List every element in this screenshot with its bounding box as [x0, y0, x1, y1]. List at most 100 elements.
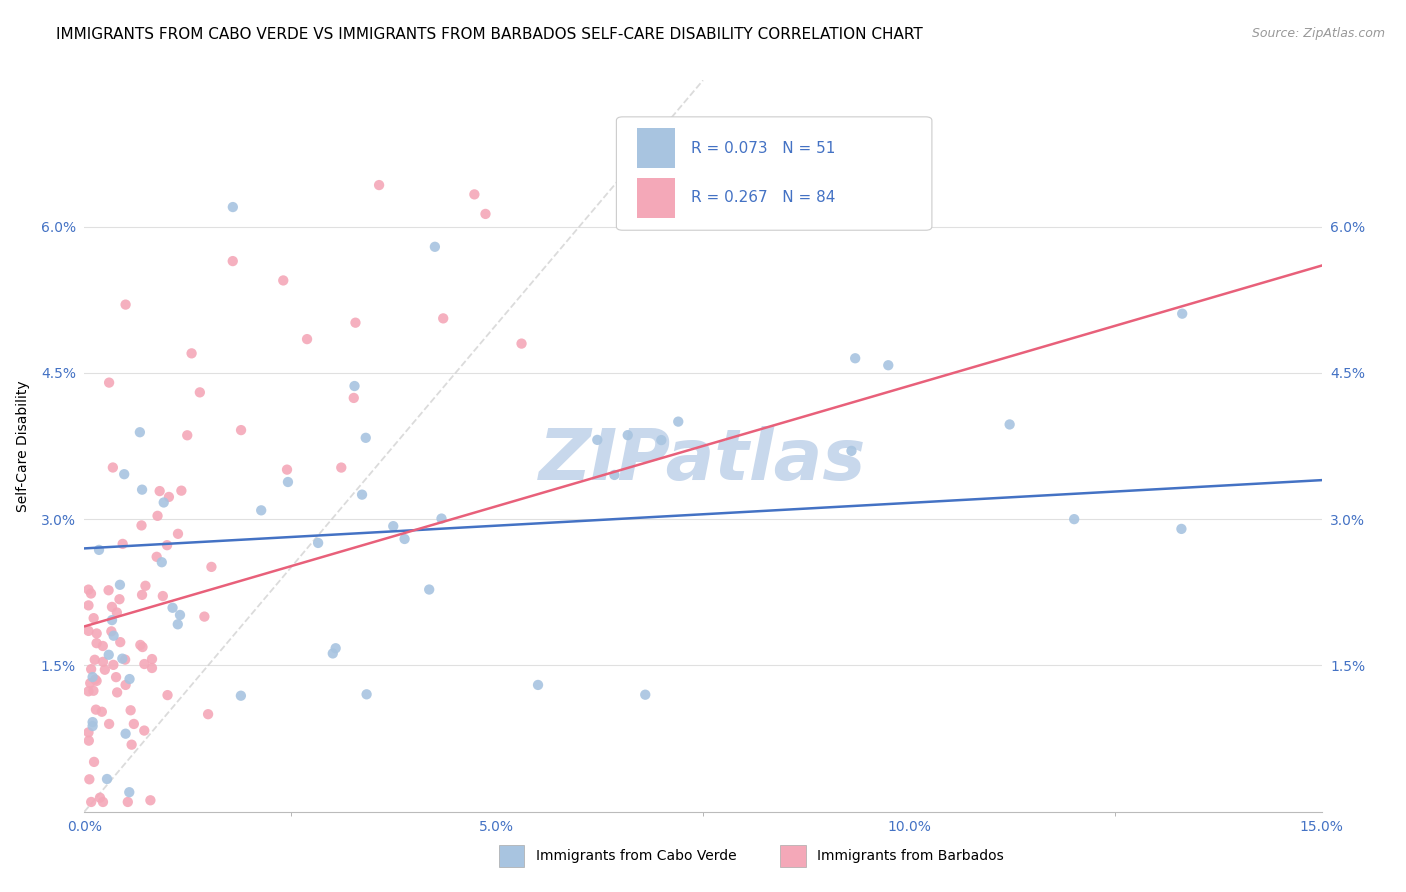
Point — [276, 462, 298, 476]
Point — [129, 638, 152, 652]
Point — [105, 685, 128, 699]
Point — [101, 460, 124, 475]
Point — [105, 670, 128, 684]
Point — [146, 508, 169, 523]
Point — [112, 467, 135, 482]
Point — [176, 428, 198, 442]
Point — [114, 678, 136, 692]
Point — [97, 583, 120, 598]
Point — [162, 600, 184, 615]
Point — [118, 785, 141, 799]
Point — [90, 705, 112, 719]
Point — [134, 657, 156, 671]
Point — [1170, 522, 1192, 536]
Bar — [637, 178, 675, 218]
Point — [666, 415, 689, 429]
Point — [193, 609, 215, 624]
Point — [128, 425, 150, 440]
Point — [134, 579, 156, 593]
Point — [77, 684, 100, 698]
Point — [98, 717, 121, 731]
Point — [150, 555, 173, 569]
Point — [101, 599, 124, 614]
Point — [139, 793, 162, 807]
Point — [603, 467, 626, 482]
Point — [325, 641, 347, 656]
Point — [82, 715, 104, 730]
Point — [250, 503, 273, 517]
Text: Immigrants from Cabo Verde: Immigrants from Cabo Verde — [536, 849, 737, 863]
Point — [91, 655, 114, 669]
Point — [121, 738, 143, 752]
Point — [998, 417, 1021, 432]
Point — [157, 490, 180, 504]
Point — [80, 586, 103, 600]
Point — [114, 727, 136, 741]
Point — [844, 351, 866, 366]
Point — [110, 635, 132, 649]
Point — [229, 423, 252, 437]
Point — [141, 661, 163, 675]
Point — [83, 653, 105, 667]
Point — [394, 532, 416, 546]
Point — [118, 672, 141, 686]
Point — [152, 495, 174, 509]
Point — [83, 611, 105, 625]
Point — [418, 582, 440, 597]
Point — [650, 433, 672, 447]
Point — [344, 316, 367, 330]
Point — [86, 636, 108, 650]
Point — [100, 624, 122, 639]
Point — [131, 518, 153, 533]
Point — [222, 254, 245, 268]
Point — [167, 526, 190, 541]
Point — [89, 790, 111, 805]
Point — [166, 617, 188, 632]
Point — [114, 652, 136, 666]
Point — [77, 599, 100, 613]
Bar — [637, 128, 675, 169]
Point — [222, 200, 245, 214]
Point — [91, 639, 114, 653]
Y-axis label: Self-Care Disability: Self-Care Disability — [15, 380, 30, 512]
Point — [356, 687, 378, 701]
Point — [145, 549, 167, 564]
Point — [97, 648, 120, 662]
Text: R = 0.073   N = 51: R = 0.073 N = 51 — [690, 141, 835, 155]
Point — [169, 607, 191, 622]
Point — [103, 629, 125, 643]
Point — [87, 542, 110, 557]
Point — [131, 588, 153, 602]
Point — [101, 613, 124, 627]
Point — [122, 717, 145, 731]
Point — [841, 443, 863, 458]
Point — [131, 483, 153, 497]
Point — [77, 725, 100, 739]
Point — [114, 297, 136, 311]
FancyBboxPatch shape — [616, 117, 932, 230]
Point — [111, 651, 134, 665]
Point — [343, 391, 366, 405]
Point — [120, 703, 142, 717]
Point — [108, 592, 131, 607]
Point — [170, 483, 193, 498]
Point — [86, 626, 108, 640]
Point — [82, 719, 104, 733]
Text: Source: ZipAtlas.com: Source: ZipAtlas.com — [1251, 27, 1385, 40]
Point — [432, 311, 454, 326]
Point — [229, 689, 252, 703]
Point — [307, 536, 329, 550]
Point — [82, 683, 104, 698]
Point — [134, 723, 156, 738]
Point — [368, 178, 391, 192]
Point — [295, 332, 318, 346]
Point — [117, 795, 139, 809]
Text: R = 0.267   N = 84: R = 0.267 N = 84 — [690, 191, 835, 205]
Point — [271, 273, 294, 287]
Point — [111, 537, 134, 551]
Point — [350, 488, 373, 502]
Point — [108, 578, 131, 592]
Point — [277, 475, 299, 489]
Point — [82, 670, 104, 684]
Point — [322, 647, 344, 661]
